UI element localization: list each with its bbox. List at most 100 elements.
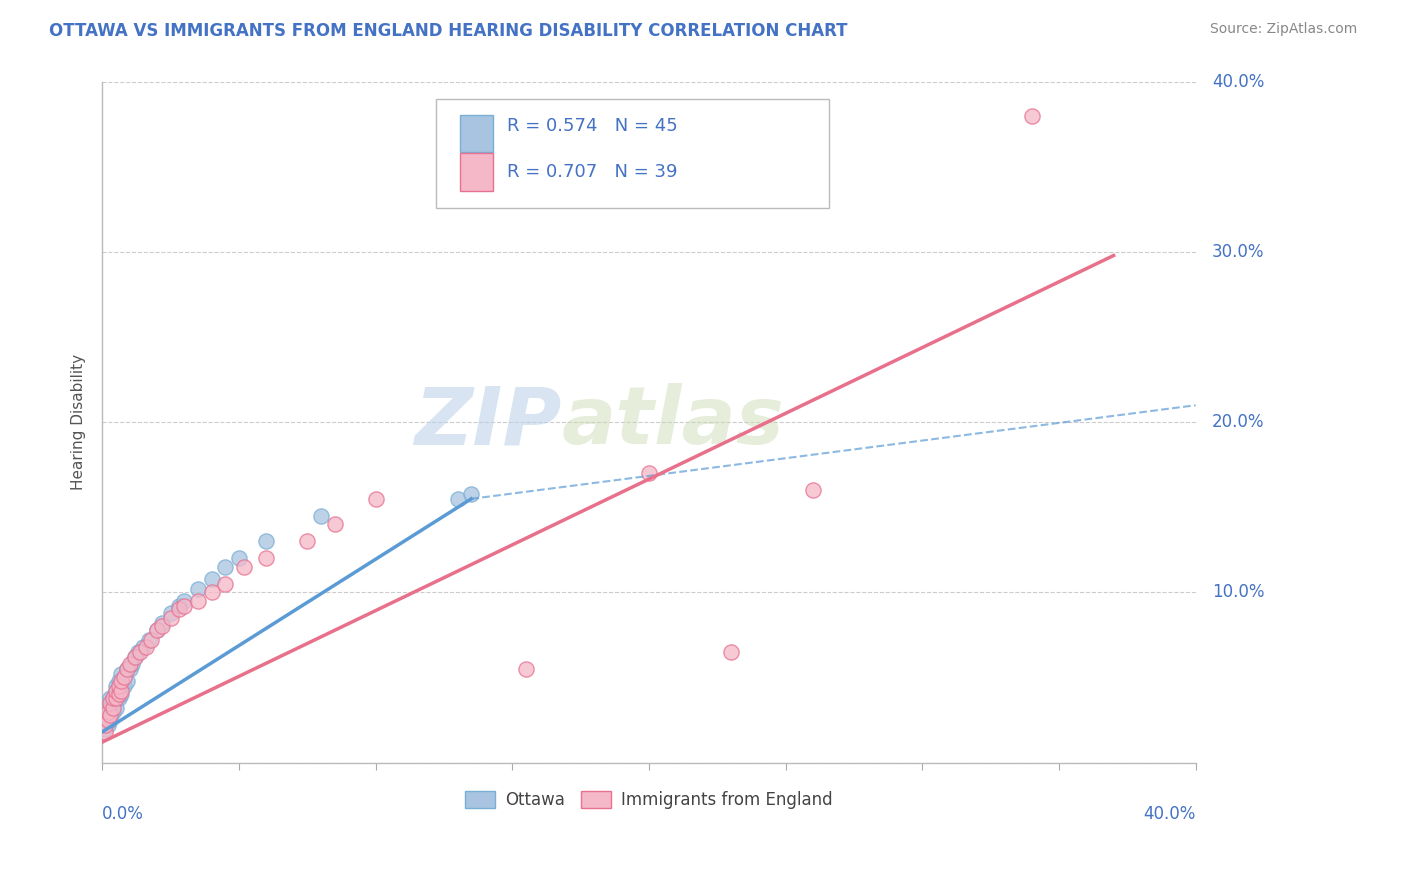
Point [101,690,124,705]
FancyBboxPatch shape [436,99,830,208]
Point [159,611,181,625]
Point [720,645,742,659]
Point [100,696,122,710]
Point [118,657,141,671]
FancyBboxPatch shape [460,153,492,191]
Point [121,657,143,671]
Point [141,633,163,648]
Text: Source: ZipAtlas.com: Source: ZipAtlas.com [1209,22,1357,37]
Point [135,640,157,654]
Legend: Ottawa, Immigrants from England: Ottawa, Immigrants from England [458,784,839,815]
Point [364,491,387,506]
Point [124,650,146,665]
Text: atlas: atlas [561,384,785,461]
Point [115,662,138,676]
Point [101,705,124,719]
Point [107,679,129,693]
Point [638,467,661,481]
Point [97,718,120,732]
Point [446,491,468,506]
Point [146,623,169,637]
Point [97,713,120,727]
Point [110,688,132,702]
Point [97,705,120,719]
Point [97,701,120,715]
Point [515,662,537,676]
Point [94,722,117,736]
Point [110,673,132,688]
Point [129,645,152,659]
Point [94,713,117,727]
Point [233,560,256,574]
Point [214,560,236,574]
Point [115,673,138,688]
Text: 40.0%: 40.0% [1143,805,1195,823]
Text: R = 0.707   N = 39: R = 0.707 N = 39 [506,163,678,181]
Point [132,640,155,654]
Text: R = 0.574   N = 45: R = 0.574 N = 45 [506,117,678,136]
Point [173,599,195,613]
Point [146,623,169,637]
Point [100,705,122,719]
Point [297,534,319,549]
Text: OTTAWA VS IMMIGRANTS FROM ENGLAND HEARING DISABILITY CORRELATION CHART: OTTAWA VS IMMIGRANTS FROM ENGLAND HEARIN… [49,22,848,40]
Point [1021,109,1043,123]
Point [107,688,129,702]
Text: 30.0%: 30.0% [1212,244,1264,261]
Point [115,662,138,676]
Point [112,679,135,693]
Point [94,718,117,732]
Point [104,690,127,705]
Point [112,671,135,685]
Point [94,725,117,739]
Point [110,679,132,693]
Point [187,582,209,596]
Point [214,577,236,591]
Point [118,662,141,676]
Point [460,487,482,501]
FancyBboxPatch shape [460,115,492,152]
Point [167,602,190,616]
Y-axis label: Hearing Disability: Hearing Disability [72,354,86,491]
Point [801,483,824,498]
Text: ZIP: ZIP [413,384,561,461]
Text: 40.0%: 40.0% [1212,73,1264,91]
Point [112,671,135,685]
Point [254,551,277,566]
Point [97,707,120,722]
Point [101,690,124,705]
Point [107,684,129,698]
Point [110,667,132,681]
Point [101,696,124,710]
Point [187,594,209,608]
Point [104,684,127,698]
Point [159,606,181,620]
Point [104,690,127,705]
Point [138,633,160,648]
Point [100,707,122,722]
Point [100,713,122,727]
Point [150,619,173,633]
Point [167,599,190,613]
Point [104,701,127,715]
Point [100,690,122,705]
Point [200,585,222,599]
Point [323,517,346,532]
Point [107,673,129,688]
Point [124,650,146,665]
Text: 10.0%: 10.0% [1212,583,1264,601]
Point [173,594,195,608]
Point [254,534,277,549]
Point [104,679,127,693]
Point [104,684,127,698]
Text: 0.0%: 0.0% [103,805,143,823]
Point [110,684,132,698]
Text: 20.0%: 20.0% [1212,413,1264,431]
Point [200,572,222,586]
Point [228,551,250,566]
Point [107,690,129,705]
Point [101,701,124,715]
Point [127,645,149,659]
Point [309,508,332,523]
Point [150,615,173,630]
